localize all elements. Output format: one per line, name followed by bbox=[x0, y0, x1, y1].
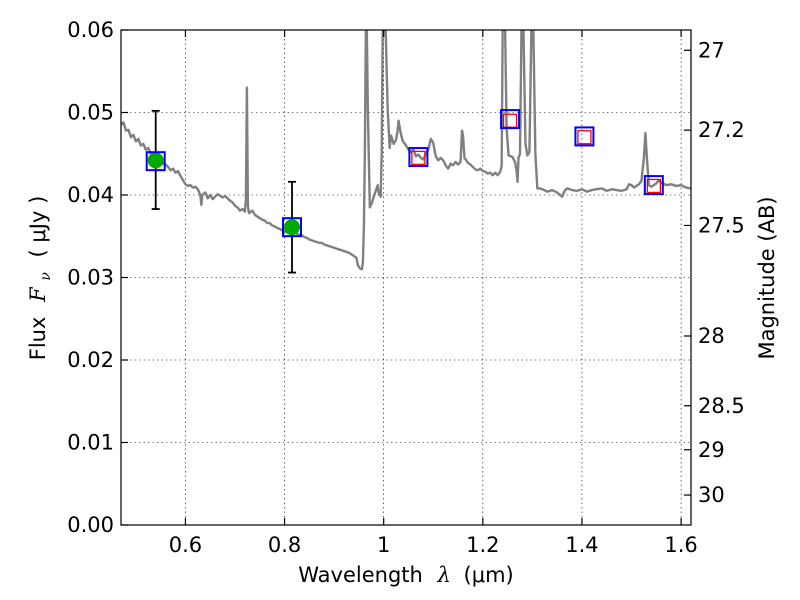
predicted-marker bbox=[411, 150, 426, 166]
y2-tick-label: 28.5 bbox=[698, 394, 745, 418]
x-tick-label: 1.2 bbox=[466, 533, 499, 557]
model-band-marker bbox=[643, 175, 664, 196]
y-tick-label: 0.05 bbox=[67, 101, 114, 125]
x-tick-label: 0.6 bbox=[169, 533, 202, 557]
y2-axis-label: Magnitude (AB) bbox=[755, 196, 779, 359]
y2-tick-label: 27.5 bbox=[698, 213, 745, 237]
y2-tick-label: 30 bbox=[698, 483, 725, 507]
x-tick-label: 1.4 bbox=[565, 533, 598, 557]
y-label-sub: ν bbox=[38, 272, 54, 281]
y2-tick-label: 28 bbox=[698, 324, 725, 348]
model-band-marker bbox=[408, 147, 429, 168]
y-tick-label: 0.02 bbox=[67, 348, 114, 372]
observed-point bbox=[284, 219, 300, 236]
observed-point bbox=[147, 152, 164, 169]
grid bbox=[121, 30, 691, 525]
x-tick-label: 1 bbox=[377, 533, 390, 557]
x-axis-label: Wavelength λ (μm) bbox=[298, 563, 513, 587]
model-band-marker bbox=[282, 217, 302, 238]
axes-ticks: 0.6 0.8 1 1.2 1.4 1.6 0.00 0.01 0.02 0.03 0.04 0.05… bbox=[67, 18, 745, 557]
y2-tick-label: 29 bbox=[698, 438, 725, 462]
plot-area bbox=[121, 30, 691, 274]
model-band-marker bbox=[574, 126, 595, 147]
model-band-marker bbox=[145, 151, 166, 172]
y-axis-label: Flux F ν ( μJy ) bbox=[26, 196, 55, 361]
predicted-marker bbox=[646, 178, 661, 194]
y-tick-label: 0.01 bbox=[67, 431, 114, 455]
predicted-marker bbox=[577, 130, 592, 145]
x-tick-label: 1.6 bbox=[664, 533, 697, 557]
y-label-var: F bbox=[26, 286, 50, 303]
template-spectrum-line bbox=[121, 30, 691, 271]
model-band-marker bbox=[500, 109, 521, 130]
y-tick-label: 0.00 bbox=[67, 513, 114, 537]
y-tick-label: 0.06 bbox=[67, 18, 114, 42]
y-tick-label: 0.03 bbox=[67, 266, 114, 290]
x-label-var: λ bbox=[437, 563, 451, 587]
y2-tick-label: 27.2 bbox=[698, 118, 745, 142]
x-tick-label: 0.8 bbox=[268, 533, 301, 557]
x-label-unit: (μm) bbox=[464, 563, 514, 587]
y-label-unit: ( μJy ) bbox=[26, 196, 50, 258]
y-tick-label: 0.04 bbox=[67, 183, 114, 207]
x-label-prefix: Wavelength bbox=[298, 563, 423, 587]
y2-tick-label: 27 bbox=[698, 38, 725, 62]
y-label-prefix: Flux bbox=[26, 317, 50, 361]
